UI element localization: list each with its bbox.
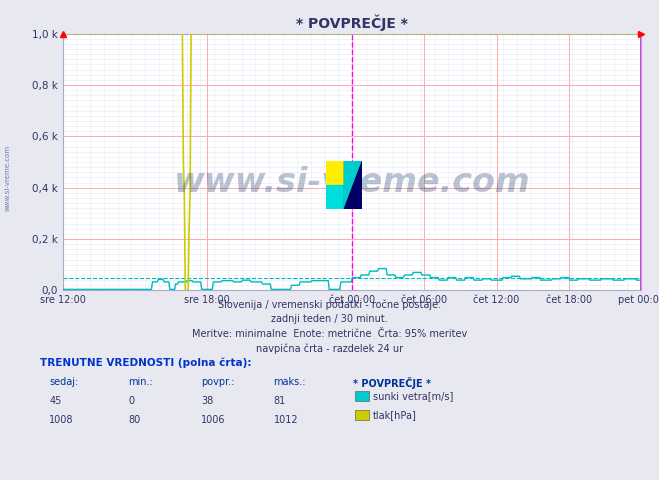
Text: Slovenija / vremenski podatki - ročne postaje.: Slovenija / vremenski podatki - ročne po… — [218, 300, 441, 311]
Text: 0: 0 — [129, 396, 134, 406]
Polygon shape — [326, 161, 344, 185]
Text: tlak[hPa]: tlak[hPa] — [373, 410, 417, 420]
Text: 45: 45 — [49, 396, 62, 406]
Text: navpična črta - razdelek 24 ur: navpična črta - razdelek 24 ur — [256, 343, 403, 354]
Text: Meritve: minimalne  Enote: metrične  Črta: 95% meritev: Meritve: minimalne Enote: metrične Črta:… — [192, 329, 467, 339]
Text: 1012: 1012 — [273, 415, 298, 425]
Text: 81: 81 — [273, 396, 286, 406]
Text: sunki vetra[m/s]: sunki vetra[m/s] — [373, 391, 453, 401]
Text: maks.:: maks.: — [273, 377, 306, 387]
Text: povpr.:: povpr.: — [201, 377, 235, 387]
Text: 80: 80 — [129, 415, 141, 425]
Title: * POVPREČJE *: * POVPREČJE * — [296, 14, 408, 31]
Text: 38: 38 — [201, 396, 214, 406]
Text: * POVPREČJE *: * POVPREČJE * — [353, 377, 430, 389]
Polygon shape — [344, 161, 362, 209]
Text: TRENUTNE VREDNOSTI (polna črta):: TRENUTNE VREDNOSTI (polna črta): — [40, 358, 251, 368]
Polygon shape — [326, 185, 344, 209]
Polygon shape — [344, 161, 362, 209]
Text: 1008: 1008 — [49, 415, 74, 425]
Text: sedaj:: sedaj: — [49, 377, 78, 387]
Text: www.si-vreme.com: www.si-vreme.com — [5, 144, 11, 211]
Text: zadnji teden / 30 minut.: zadnji teden / 30 minut. — [271, 314, 388, 324]
Text: www.si-vreme.com: www.si-vreme.com — [173, 166, 530, 199]
Text: min.:: min.: — [129, 377, 154, 387]
Text: 1006: 1006 — [201, 415, 225, 425]
Polygon shape — [344, 161, 362, 209]
